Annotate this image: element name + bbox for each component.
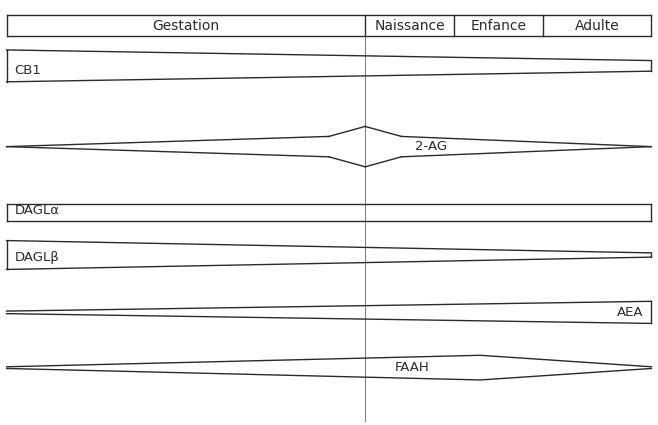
Text: 2-AG: 2-AG xyxy=(415,140,447,153)
Text: CB1: CB1 xyxy=(14,64,41,76)
Text: Adulte: Adulte xyxy=(574,19,620,32)
Text: Naissance: Naissance xyxy=(374,19,445,32)
Text: DAGLα: DAGLα xyxy=(14,204,59,217)
Text: DAGLβ: DAGLβ xyxy=(14,251,59,264)
Text: Gestation: Gestation xyxy=(152,19,220,32)
Text: Enfance: Enfance xyxy=(470,19,526,32)
Text: AEA: AEA xyxy=(617,306,644,319)
Text: FAAH: FAAH xyxy=(395,361,430,374)
